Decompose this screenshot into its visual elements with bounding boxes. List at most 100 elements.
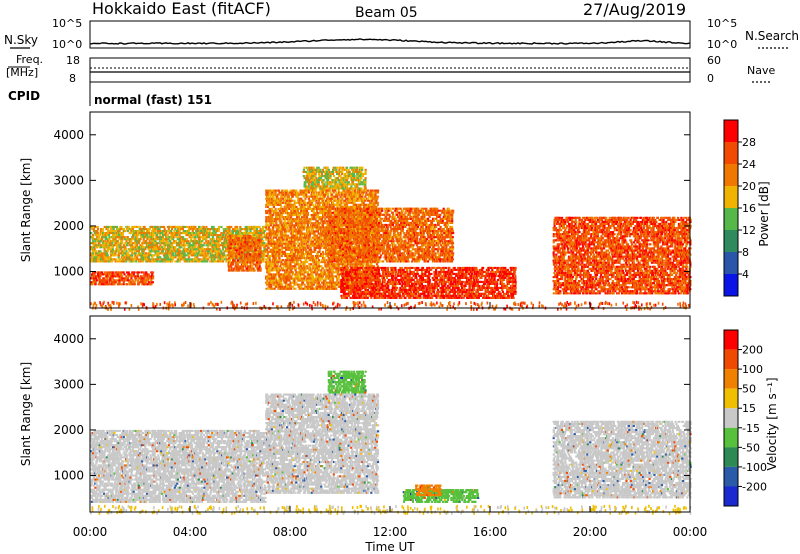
power-cell (211, 242, 213, 244)
power-cell (154, 230, 156, 232)
power-cell (223, 252, 225, 254)
power-cell (123, 260, 125, 262)
power-cell (114, 279, 116, 281)
power-cell (287, 228, 289, 230)
power-cell (260, 268, 262, 270)
power-cell (249, 270, 251, 272)
power-cell (218, 230, 220, 232)
power-cell (167, 256, 169, 258)
power-cell (155, 250, 157, 252)
power-cell (130, 273, 132, 275)
power-cell (271, 243, 273, 245)
power-cell (121, 238, 123, 240)
power-cell (272, 239, 274, 241)
power-cell (145, 240, 147, 242)
power-cell (121, 240, 123, 242)
power-cell (281, 230, 283, 232)
power-cell (98, 236, 100, 238)
power-cell (286, 259, 288, 261)
power-cell (225, 254, 227, 256)
power-cell (132, 279, 134, 281)
power-cell (97, 228, 99, 230)
beam-label: Beam 05 (355, 5, 418, 21)
power-cell (287, 222, 289, 224)
power-cell (113, 250, 115, 252)
power-cell (192, 230, 194, 232)
power-cell (120, 248, 122, 250)
power-cell (161, 232, 163, 234)
power-cell (239, 261, 241, 263)
power-cell (137, 226, 139, 228)
power-cell (229, 228, 231, 230)
power-cell (92, 236, 94, 238)
power-cell (285, 282, 287, 284)
power-cell (218, 226, 220, 228)
power-cell (218, 256, 220, 258)
power-cell (211, 256, 213, 258)
power-cell (125, 248, 127, 250)
power-cell (130, 277, 132, 279)
power-cell (188, 230, 190, 232)
power-cell (263, 260, 265, 262)
power-cell (109, 283, 111, 285)
power-cell (269, 196, 271, 198)
freq-unit-label: [MHz] (6, 66, 38, 79)
power-cell (96, 230, 98, 232)
power-cell (266, 212, 268, 214)
power-cell (192, 250, 194, 252)
power-cell (122, 254, 124, 256)
power-cell (142, 260, 144, 262)
power-cell (145, 271, 147, 273)
power-cell (194, 226, 196, 228)
power-cell (295, 228, 297, 230)
power-cell (259, 226, 261, 228)
power-cell (215, 232, 217, 234)
power-cell (209, 230, 211, 232)
power-cell (285, 230, 287, 232)
power-cell (196, 256, 198, 258)
power-cell (123, 228, 125, 230)
power-cell (167, 230, 169, 232)
power-cell (113, 230, 115, 232)
power-cell (239, 251, 241, 253)
power-cell (290, 226, 292, 228)
power-cell (231, 253, 233, 255)
power-cell (106, 279, 108, 281)
power-cell (178, 248, 180, 250)
power-cell (262, 258, 264, 260)
power-cell (136, 244, 138, 246)
power-cell (138, 271, 140, 273)
power-cell (229, 259, 231, 261)
power-cell (296, 255, 298, 257)
power-cell (107, 240, 109, 242)
power-cell (285, 265, 287, 267)
power-cell (244, 259, 246, 261)
power-cell (187, 258, 189, 260)
power-cell (270, 265, 272, 267)
power-cell (152, 234, 154, 236)
power-cell (123, 281, 125, 283)
power-cell (284, 206, 286, 208)
power-cell (192, 234, 194, 236)
power-cell (251, 247, 253, 249)
power-cell (192, 254, 194, 256)
power-cell (233, 241, 235, 243)
power-cell (234, 239, 236, 241)
power-cell (118, 256, 120, 258)
power-cell (294, 263, 296, 265)
power-cell (117, 273, 119, 275)
power-cell (223, 230, 225, 232)
power-cell (118, 242, 120, 244)
power-cell (120, 258, 122, 260)
power-cell (188, 246, 190, 248)
noise-tick-left-top: 10^5 (52, 17, 82, 30)
power-cell (99, 250, 101, 252)
power-cell (125, 260, 127, 262)
power-cell (285, 224, 287, 226)
power-cell (119, 232, 121, 234)
power-cell (293, 200, 295, 202)
power-cell (269, 239, 271, 241)
power-cell (136, 236, 138, 238)
power-cell (154, 240, 156, 242)
power-cell (274, 288, 276, 290)
